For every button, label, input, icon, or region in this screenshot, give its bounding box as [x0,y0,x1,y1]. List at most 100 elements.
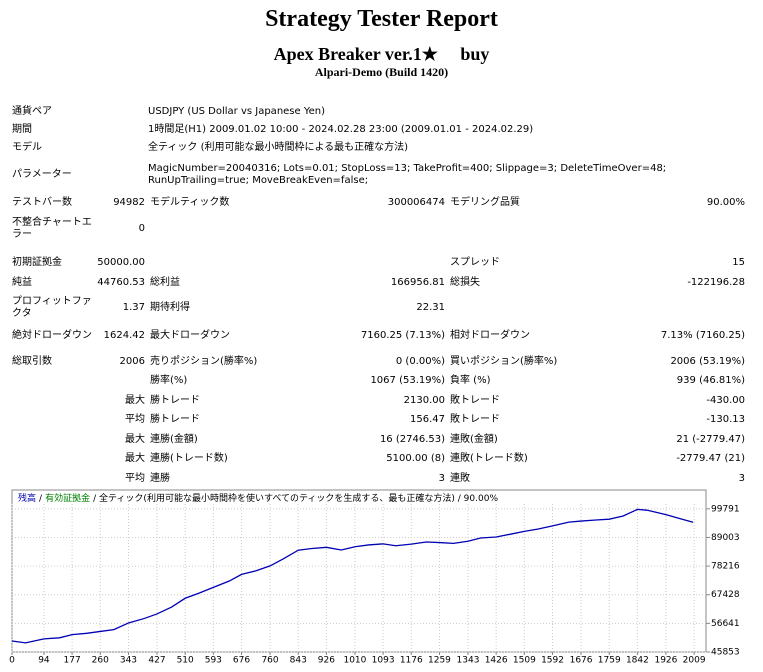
field-value: 敗トレード [450,395,500,406]
field-label: 総利益 [150,277,180,288]
legend-note: / 全ティック(利用可能な最小時間枠を使いすべてのティックを生成する、最も正確な… [93,492,498,504]
field-label: モデルティック数 [150,197,230,208]
field-label: 相対ドローダウン [450,330,530,341]
field-value: 連敗(トレード数) [450,453,528,464]
x-tick-label: 1176 [400,656,423,666]
field-value: 22.31 [416,302,445,313]
plot-frame [11,489,707,653]
field-value: 90.00% [706,197,745,208]
field-value: 勝トレード [150,414,200,425]
field-value: 連勝(トレード数) [150,453,228,464]
field-label: 平均 [125,414,145,425]
field-value: 敗トレード [450,414,500,425]
x-tick-label: 1509 [513,656,536,666]
x-tick-label: 593 [205,656,222,666]
report-title: Strategy Tester Report [265,6,498,32]
field-value: 166956.81 [390,277,445,288]
field-label: テストバー数 [12,197,72,208]
field-label: パラメーター [12,169,72,180]
field-value: 7160.25 (7.13%) [360,330,445,341]
field-label: 21 (-2779.47) [676,434,745,445]
field-value: 2006 (53.19%) [670,356,745,367]
field-label: 156.47 [410,414,445,425]
field-label: -130.13 [706,414,745,425]
legend-equity: 有効証拠金 [45,492,90,504]
field-label: 2130.00 [403,395,445,406]
field-label: 総取引数 [12,356,52,367]
field-value: -122196.28 [687,277,745,288]
field-value: 勝トレード [150,395,200,406]
x-tick-label: 177 [64,656,81,666]
field-label: 最大 [125,395,145,406]
field-value: USDJPY (US Dollar vs Japanese Yen) [148,106,326,117]
x-tick-label: 676 [233,656,250,666]
x-tick-label: 760 [261,656,278,666]
field-value: 0 [138,223,145,234]
field-value: 2006 [119,356,145,367]
field-label: 3 [738,473,745,484]
y-tick-label: 89003 [711,533,740,543]
x-tick-label: 427 [148,656,165,666]
field-value: 44760.53 [97,277,145,288]
build-info: Alpari-Demo (Build 1420) [314,65,449,79]
field-value: 連敗(金額) [450,434,498,445]
field-label: 総損失 [450,277,480,288]
field-value: 300006474 [387,197,445,208]
field-value: 全ティック (利用可能な最小時間枠による最も正確な方法) [148,142,409,153]
field-label: 3 [438,473,445,484]
field-label: スプレッド [450,257,500,268]
field-value: 1624.42 [103,330,145,341]
x-tick-label: 2009 [683,656,706,666]
field-label: 最大 [125,434,145,445]
field-label: -2779.47 (21) [676,453,745,464]
x-tick-label: 843 [290,656,307,666]
y-tick-label: 78216 [711,562,740,572]
field-label: 通貨ペア [12,106,52,117]
field-label: -430.00 [706,395,745,406]
field-value: 50000.00 [97,257,145,268]
expert-name: Apex Breaker ver.1★ buy [273,44,490,64]
field-label: モデル [12,142,42,153]
x-tick-label: 94 [38,656,50,666]
x-tick-label: 1010 [343,656,366,666]
field-value: 1.37 [122,302,145,313]
x-tick-label: 1259 [428,656,451,666]
field-label: プロフィットファクタ [12,296,92,319]
field-value: 7.13% (7160.25) [660,330,745,341]
x-tick-label: 1759 [598,656,621,666]
field-label: 期間 [12,124,32,135]
x-tick-label: 1842 [626,656,649,666]
field-label: 最大 [125,453,145,464]
x-tick-label: 1093 [372,656,395,666]
x-tick-label: 260 [92,656,109,666]
balance-line [11,508,694,644]
field-label: 最大ドローダウン [150,330,230,341]
field-value: 1時間足(H1) 2009.01.02 10:00 - 2024.02.28 2… [148,124,534,135]
field-value: 1067 (53.19%) [370,375,445,386]
x-tick-label: 926 [318,656,335,666]
y-tick-label: 67428 [711,590,740,600]
chart-legend: 残高 / 有効証拠金 / 全ティック(利用可能な最小時間枠を使いすべてのティックを生成… [18,492,498,504]
field-label: 勝率(%) [150,375,188,386]
y-tick-label: 99791 [711,504,740,514]
field-label: 期待利得 [150,302,190,313]
field-value: MagicNumber=20040316; Lots=0.01; StopLos… [148,163,667,186]
field-value: 連勝(金額) [150,434,198,445]
y-tick-label: 45853 [711,648,740,658]
field-label: 初期証拠金 [12,257,62,268]
field-value: 939 (46.81%) [676,375,745,386]
field-label: 16 (2746.53) [379,434,445,445]
x-tick-label: 1926 [654,656,677,666]
field-value: 15 [732,257,745,268]
x-tick-label: 0 [9,656,15,666]
legend-balance: 残高 [18,492,36,504]
field-label: 絶対ドローダウン [12,330,92,341]
field-value: 連敗 [450,473,470,484]
field-label: 不整合チャートエラー [12,217,92,240]
x-tick-label: 510 [177,656,194,666]
x-tick-label: 1592 [541,656,564,666]
field-value: 0 (0.00%) [395,356,445,367]
y-tick-label: 56641 [711,619,740,629]
